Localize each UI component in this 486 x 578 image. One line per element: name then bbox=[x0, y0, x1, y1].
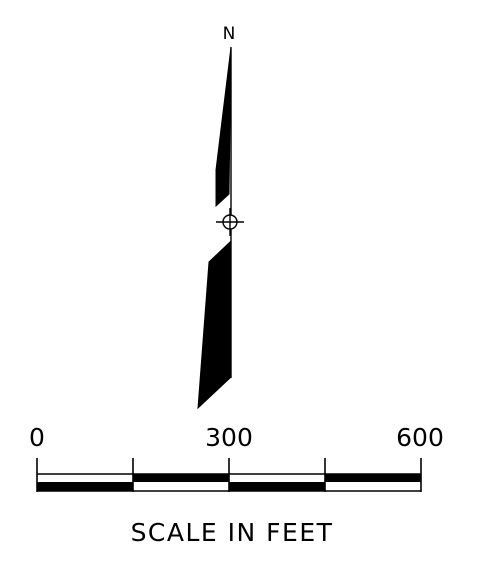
scale-segment-2-upper-fill bbox=[133, 474, 229, 482]
scale-caption: SCALE IN FEET bbox=[131, 518, 334, 547]
scale-label-600: 600 bbox=[396, 423, 444, 452]
scale-segment-4-upper-fill bbox=[325, 474, 421, 482]
scale-segment-1-lower-fill bbox=[37, 482, 133, 491]
north-arrow: N bbox=[197, 24, 244, 410]
north-arrow-upper-blade bbox=[215, 46, 232, 208]
north-label: N bbox=[223, 24, 236, 44]
scale-label-300: 300 bbox=[205, 423, 253, 452]
scale-segment-3-lower-fill bbox=[229, 482, 325, 491]
scale-bar: 0 300 600 SCALE IN FEET bbox=[29, 423, 444, 547]
scale-label-0: 0 bbox=[29, 423, 45, 452]
north-arrow-lower-blade bbox=[197, 240, 231, 410]
